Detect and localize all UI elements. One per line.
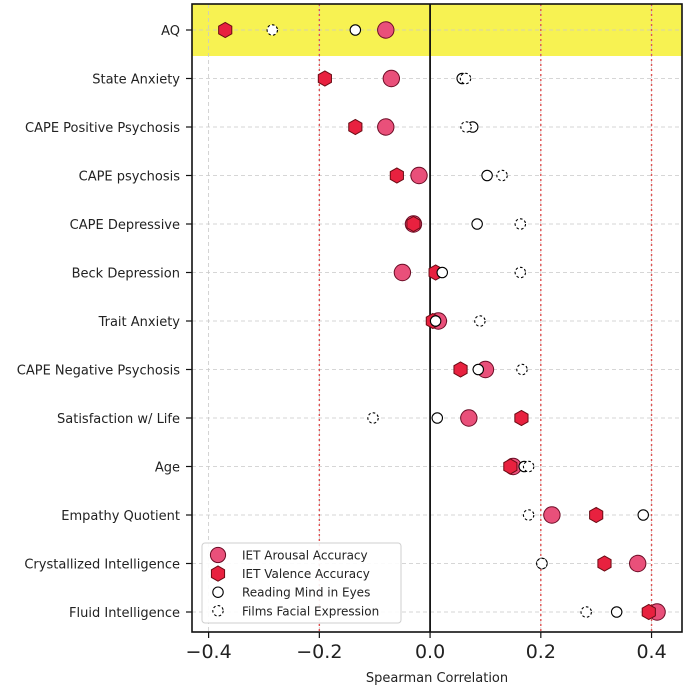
data-point [597, 555, 612, 572]
data-point [453, 361, 468, 378]
legend-marker [212, 586, 224, 598]
axes: −0.4 −0.2 0.0 0.2 0.4 AQ State Anxiety CAPE Pos… [17, 3, 683, 663]
legend-label: IET Arousal Accuracy [242, 549, 368, 563]
y-tick-label: Empathy Quotient [61, 509, 180, 524]
y-tick-label: State Anxiety [92, 73, 180, 88]
data-point [317, 70, 332, 87]
series-films-facial-expression [266, 24, 592, 618]
data-point [543, 506, 561, 524]
data-point [377, 21, 395, 39]
data-point [516, 363, 528, 376]
y-tick-label: CAPE psychosis [79, 170, 181, 185]
data-point [472, 363, 484, 376]
data-point [389, 167, 404, 184]
y-tick-label: Age [155, 461, 180, 476]
data-point [610, 606, 623, 618]
data-point [474, 315, 486, 327]
x-axis-title: Spearman Correlation [366, 671, 508, 686]
data-point [436, 266, 449, 279]
y-tick-label: Beck Depression [72, 267, 180, 282]
data-point [460, 409, 478, 427]
legend-marker [212, 605, 224, 617]
legend-label: Reading Mind in Eyes [242, 586, 370, 600]
data-point [496, 169, 508, 182]
data-point [514, 409, 529, 427]
data-point [481, 169, 493, 182]
data-point [514, 266, 527, 279]
data-point [367, 412, 379, 424]
data-marks [218, 21, 666, 621]
legend: IET Arousal Accuracy IET Valence Accuracy… [201, 542, 402, 624]
data-point [377, 118, 395, 136]
y-tick-label: Fluid Intelligence [69, 606, 180, 621]
y-tick-label: CAPE Negative Psychosis [17, 364, 180, 379]
x-tick-label: 0.0 [415, 641, 445, 663]
data-point [522, 460, 535, 473]
data-point [460, 121, 472, 133]
data-point [514, 218, 527, 230]
legend-label: Films Facial Expression [242, 604, 379, 618]
data-point [459, 72, 472, 85]
x-tick-label: −0.4 [186, 641, 232, 663]
x-tick-label: 0.2 [526, 641, 556, 663]
data-point [348, 118, 363, 136]
legend-marker [209, 546, 227, 564]
y-tick-label: CAPE Positive Psychosis [25, 121, 180, 136]
data-point [266, 24, 279, 36]
data-point [580, 606, 592, 618]
y-tick-label: Trait Anxiety [98, 315, 181, 330]
x-tick-label: 0.4 [636, 641, 666, 663]
legend-marker [210, 565, 226, 582]
data-point [406, 215, 421, 233]
data-point [218, 21, 233, 39]
data-point [641, 603, 656, 621]
data-point [629, 554, 647, 573]
data-point [503, 458, 518, 475]
data-point [349, 24, 362, 36]
data-point [536, 557, 548, 570]
y-tick-label: CAPE Depressive [70, 218, 180, 233]
data-point [393, 263, 412, 282]
data-point [522, 509, 535, 521]
legend-box [201, 542, 402, 624]
legend-label: IET Valence Accuracy [242, 567, 370, 581]
data-point [589, 506, 604, 524]
series-iet-valence-accuracy [218, 21, 656, 621]
data-point [382, 69, 401, 88]
data-point [410, 166, 428, 185]
data-point [429, 315, 442, 327]
y-tick-label: AQ [161, 24, 180, 39]
x-tick-label: −0.2 [296, 641, 342, 663]
data-point [637, 509, 649, 521]
data-point [471, 218, 483, 230]
y-tick-label: Crystallized Intelligence [24, 558, 180, 573]
data-point [431, 412, 444, 424]
plot-frame [191, 3, 683, 633]
y-tick-label: Satisfaction w/ Life [57, 412, 180, 427]
